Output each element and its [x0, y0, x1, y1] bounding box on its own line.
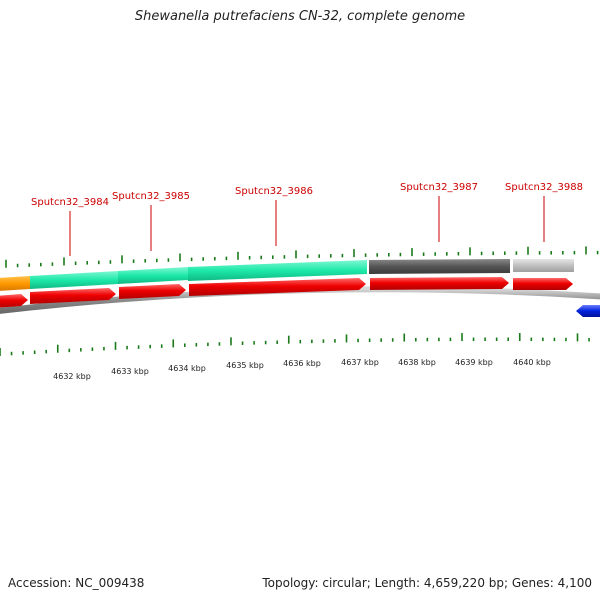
gene-arrow	[0, 294, 28, 308]
cog-segment	[513, 259, 574, 272]
gene-label: Sputcn32_3985	[112, 191, 190, 202]
gene-arrow	[189, 278, 366, 296]
gene-label: Sputcn32_3984	[31, 197, 109, 208]
map-title: Shewanella putrefaciens CN-32, complete …	[134, 9, 466, 24]
cog-segment	[118, 267, 188, 284]
cog-feature-track	[0, 259, 574, 291]
scale-label: 4634 kbp	[168, 364, 206, 373]
scale-label: 4632 kbp	[53, 372, 91, 381]
gene-arrow	[370, 277, 509, 290]
scale-labels: 4632 kbp 4633 kbp 4634 kbp 4635 kbp 4636…	[53, 358, 551, 381]
cog-segment	[369, 259, 510, 274]
scale-label: 4636 kbp	[283, 359, 321, 368]
scale-label: 4633 kbp	[111, 367, 149, 376]
cog-segment	[188, 260, 367, 281]
scale-label: 4638 kbp	[398, 358, 436, 367]
accession-text: Accession: NC_009438	[8, 576, 145, 590]
scale-label: 4635 kbp	[226, 361, 264, 370]
cog-segment	[30, 271, 118, 289]
gene-label: Sputcn32_3988	[505, 182, 583, 193]
gene-arrow	[576, 305, 600, 317]
gene-label-leaders	[69, 196, 545, 256]
gene-track	[0, 277, 600, 317]
gene-arrow	[513, 278, 573, 290]
scale-label: 4637 kbp	[341, 358, 379, 367]
gene-arrow	[30, 288, 116, 304]
inner-tick-marks	[0, 333, 590, 356]
gene-label: Sputcn32_3986	[235, 186, 313, 197]
outer-tick-marks	[5, 246, 599, 268]
genome-summary-text: Topology: circular; Length: 4,659,220 bp…	[262, 576, 592, 590]
scale-label: 4640 kbp	[513, 358, 551, 367]
scale-label: 4639 kbp	[455, 358, 493, 367]
gene-labels: Sputcn32_3984 Sputcn32_3985 Sputcn32_398…	[31, 182, 583, 208]
cog-segment	[0, 276, 30, 291]
gene-label: Sputcn32_3987	[400, 182, 478, 193]
gene-arrow	[119, 284, 186, 299]
